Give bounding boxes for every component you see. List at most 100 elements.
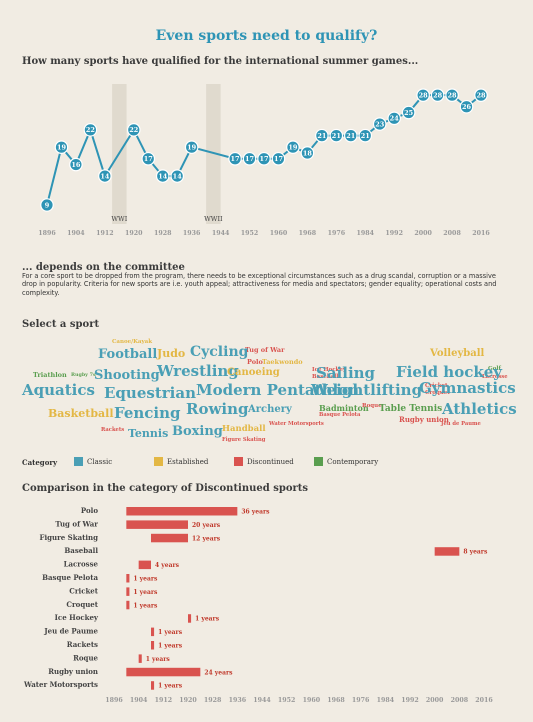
x-tick-label: 2008: [451, 697, 469, 704]
legend-swatch-discontinued: [234, 457, 243, 466]
sport-word-croquet[interactable]: Croquet: [425, 390, 450, 396]
x-tick-label: 1920: [179, 697, 197, 704]
data-label: 18: [303, 149, 313, 157]
x-tick-label: 1984: [377, 697, 395, 704]
sport-word-baseball[interactable]: Baseball: [312, 374, 339, 380]
data-label: 28: [448, 91, 458, 99]
x-tick-label: 2000: [426, 697, 444, 704]
x-tick-label: 1984: [357, 230, 375, 237]
bar-value-label: 1 years: [158, 643, 183, 650]
sport-word-gymnastics[interactable]: Gymnastics: [419, 379, 516, 397]
data-label: 23: [375, 120, 385, 128]
sport-word-aquatics[interactable]: Aquatics: [22, 381, 95, 399]
sport-word-modern-pentathlon[interactable]: Modern Pentathlon: [196, 381, 360, 399]
x-tick-label: 1960: [303, 697, 321, 704]
sport-word-golf[interactable]: Golf: [488, 366, 501, 372]
data-point: [40, 198, 54, 212]
bar-value-label: 36 years: [241, 509, 270, 516]
legend-item-discontinued[interactable]: Discontinued: [247, 458, 294, 466]
sport-word-wrestling[interactable]: Wrestling: [157, 362, 239, 380]
data-label: 19: [288, 144, 298, 152]
sport-word-fencing[interactable]: Fencing: [114, 404, 181, 422]
bar: [138, 654, 142, 663]
data-label: 24: [390, 115, 400, 123]
data-label: 28: [476, 91, 486, 99]
sport-word-basketball[interactable]: Basketball: [48, 407, 114, 420]
sport-word-badminton[interactable]: Badminton: [319, 403, 369, 413]
sport-word-taekwondo[interactable]: Taekwondo: [262, 358, 303, 366]
x-tick-label: 1912: [155, 697, 173, 704]
data-label: 21: [317, 132, 326, 140]
data-label: 9: [45, 201, 50, 209]
sport-word-shooting[interactable]: Shooting: [94, 368, 160, 383]
sport-word-athletics[interactable]: Athletics: [442, 400, 517, 418]
legend-item-established[interactable]: Established: [167, 458, 209, 466]
legend-label: Category: [22, 458, 58, 467]
sport-word-figure-skating[interactable]: Figure Skating: [222, 437, 266, 443]
data-point: [271, 151, 286, 166]
sport-word-equestrian[interactable]: Equestrian: [104, 384, 196, 402]
sport-word-tennis[interactable]: Tennis: [128, 427, 169, 440]
sport-word-boxing[interactable]: Boxing: [172, 424, 223, 439]
sport-word-rackets[interactable]: Rackets: [101, 427, 125, 433]
sport-word-sailing[interactable]: Sailing: [316, 364, 376, 382]
sport-word-water-motorsports[interactable]: Water Motorsports: [269, 421, 324, 427]
bar: [126, 667, 201, 677]
bar-value-label: 12 years: [192, 535, 221, 542]
sport-word-handball[interactable]: Handball: [222, 424, 266, 434]
sport-word-table-tennis[interactable]: Table Tennis: [379, 404, 443, 414]
x-tick-label: 1896: [105, 697, 123, 704]
sport-word-cycling[interactable]: Cycling: [190, 344, 249, 360]
bar: [151, 681, 155, 690]
war-label-wwii: WWII: [204, 215, 223, 223]
x-tick-label: 1992: [385, 230, 403, 237]
x-tick-label: 1928: [154, 230, 172, 237]
war-label-wwi: WWI: [111, 215, 127, 223]
bar: [126, 520, 188, 529]
sport-word-field-hockey[interactable]: Field hockey: [396, 363, 502, 381]
data-point: [430, 88, 445, 102]
bar-row-label: Rackets: [67, 640, 98, 649]
sport-word-cricket[interactable]: Cricket: [425, 383, 448, 389]
sport-word-rowing[interactable]: Rowing: [186, 400, 249, 418]
x-tick-label: 1904: [130, 697, 148, 704]
x-tick-label: 1920: [125, 230, 143, 237]
data-point: [329, 128, 344, 143]
sport-word-polo[interactable]: Polo: [247, 358, 263, 366]
legend-item-contemporary[interactable]: Contemporary: [327, 458, 379, 466]
sport-word-triathlon[interactable]: Triathlon: [33, 371, 67, 379]
sport-word-volleyball[interactable]: Volleyball: [430, 348, 485, 359]
x-tick-label: 1936: [229, 697, 247, 704]
bar: [126, 574, 130, 583]
data-point: [98, 169, 112, 183]
sport-word-ice-hockey[interactable]: Ice Hockey: [312, 367, 347, 373]
bar-row-label: Jeu de Paume: [43, 627, 98, 636]
sport-word-football[interactable]: Football: [98, 347, 158, 362]
bar: [126, 600, 130, 610]
x-tick-label: 1944: [253, 697, 271, 704]
data-point: [300, 146, 315, 160]
data-point: [184, 140, 199, 154]
data-label: 14: [100, 172, 110, 180]
sport-word-jeu-de-paume[interactable]: Jeu de Paume: [441, 421, 481, 427]
sport-word-archery[interactable]: Archery: [248, 404, 292, 415]
bar-value-label: 1 years: [158, 683, 183, 690]
data-point: [54, 140, 69, 154]
sport-word-rugby-7s[interactable]: Rugby 7s: [71, 372, 96, 378]
x-tick-label: 1976: [328, 230, 346, 237]
data-point: [170, 169, 184, 183]
sport-word-roque[interactable]: Roque: [362, 403, 382, 409]
sport-word-cloud: Canoe/Kayak Tug of War Volleyball Football J…: [0, 339, 533, 450]
sport-word-weightlifting[interactable]: Weightlifting: [311, 381, 423, 399]
data-point: [445, 88, 459, 102]
sport-word-canoeing[interactable]: Canoeing: [227, 367, 280, 378]
sport-word-judo[interactable]: Judo: [157, 347, 186, 360]
data-point: [459, 99, 474, 114]
sport-word-lacrosse[interactable]: Lacrosse: [482, 374, 508, 380]
sport-word-canoe-kayak[interactable]: Canoe/Kayak: [112, 339, 153, 345]
sport-word-rugby-union[interactable]: Rugby union: [399, 415, 449, 424]
bar-value-label: 1 years: [146, 656, 171, 663]
legend-item-classic[interactable]: Classic: [87, 458, 113, 466]
sport-word-tug-of-war[interactable]: Tug of War: [245, 346, 285, 354]
sport-word-basque-pelota[interactable]: Basque Pelota: [319, 412, 361, 418]
